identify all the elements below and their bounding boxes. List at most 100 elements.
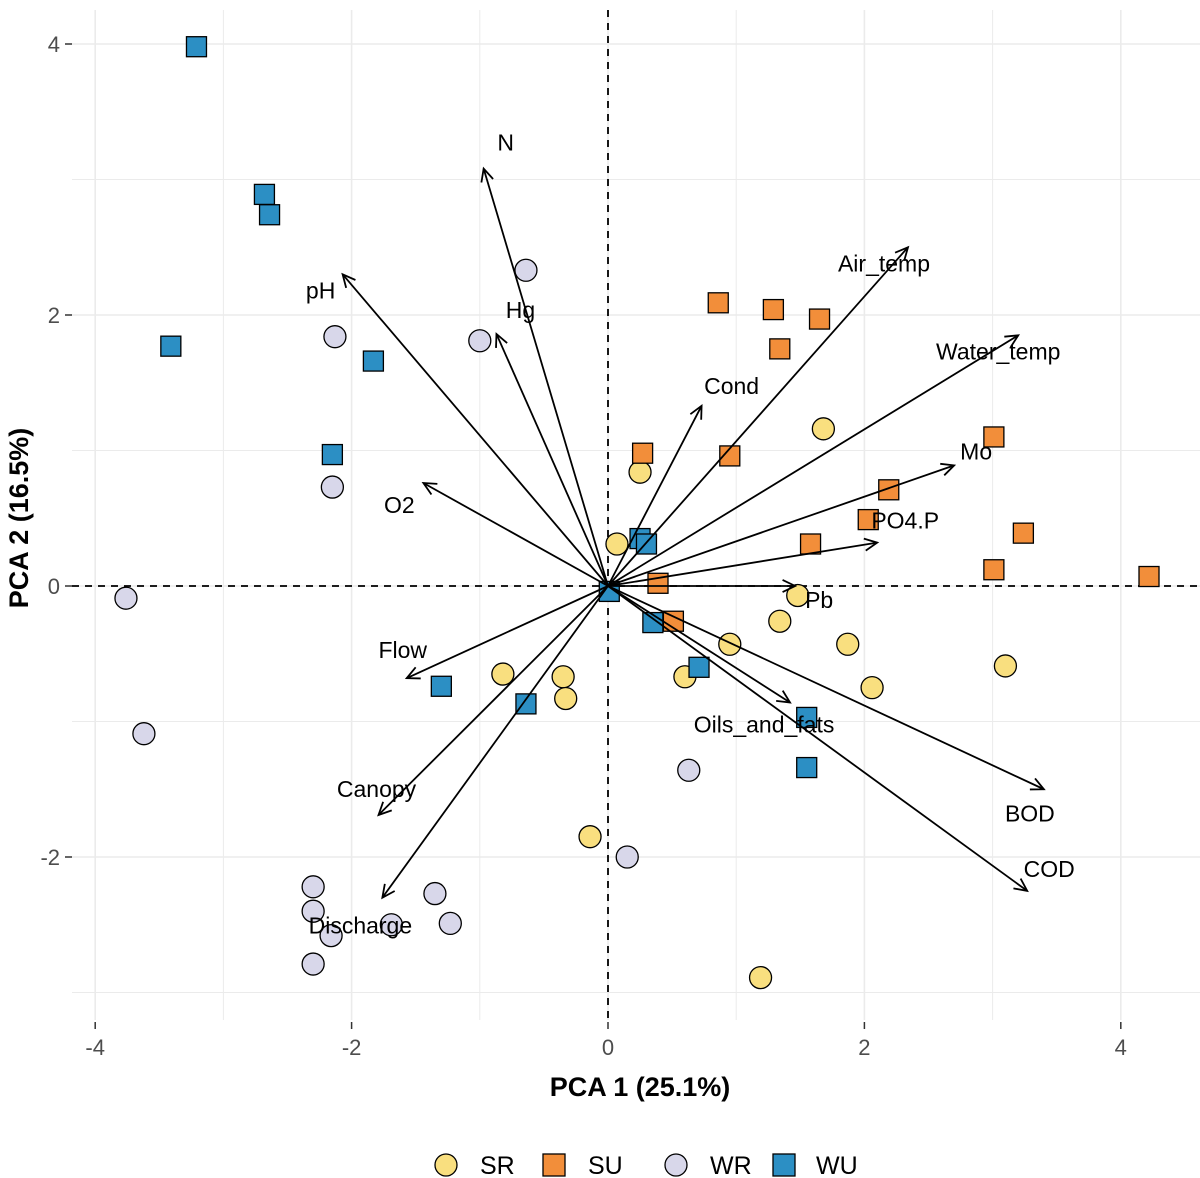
arrow-label: Hg bbox=[506, 297, 535, 323]
legend-label-su: SU bbox=[588, 1152, 623, 1178]
point-su bbox=[1012, 522, 1035, 544]
arrow-head bbox=[1029, 777, 1046, 791]
arrow-head bbox=[421, 482, 438, 495]
arrow-head bbox=[863, 537, 880, 552]
x-axis-title: PCA 1 (25.1%) bbox=[550, 1072, 731, 1102]
y-tick-label: 2 bbox=[48, 303, 60, 328]
legend-key-su bbox=[542, 1153, 566, 1177]
arrow-shaft bbox=[607, 334, 1019, 587]
point-su bbox=[769, 338, 791, 360]
legend-key-wu bbox=[772, 1153, 796, 1177]
point-su bbox=[762, 298, 785, 321]
loading-canopy: Canopy bbox=[337, 585, 609, 817]
loading-cond: Cond bbox=[607, 373, 759, 587]
arrow-shaft bbox=[607, 585, 791, 704]
arrow-shaft bbox=[607, 464, 955, 587]
y-tick-label: -2 bbox=[40, 845, 60, 870]
point-wr bbox=[615, 845, 639, 869]
loading-flow: Flow bbox=[378, 585, 609, 680]
point-su bbox=[983, 426, 1005, 448]
x-tick-label: -2 bbox=[342, 1035, 362, 1060]
loading-ph: pH bbox=[306, 272, 609, 587]
arrow-shaft bbox=[422, 482, 609, 587]
point-sr bbox=[748, 965, 773, 990]
arrow-label: Water_temp bbox=[936, 338, 1060, 364]
arrow-label: Air_temp bbox=[838, 250, 930, 276]
point-sr bbox=[860, 675, 884, 700]
arrow-shaft bbox=[381, 585, 609, 899]
point-wr bbox=[323, 325, 347, 349]
point-wr bbox=[438, 911, 462, 936]
loading-mo: Mo bbox=[607, 438, 992, 587]
arrow-head bbox=[404, 666, 421, 680]
point-wr bbox=[114, 586, 138, 610]
x-tick-label: 2 bbox=[858, 1035, 870, 1060]
arrow-label: COD bbox=[1024, 856, 1075, 882]
legend-label-sr: SR bbox=[480, 1152, 515, 1178]
arrow-head bbox=[940, 462, 957, 476]
x-tick-label: 0 bbox=[602, 1035, 614, 1060]
legend: SR SU WR WU bbox=[434, 1152, 858, 1178]
loading-po4-p: PO4.P bbox=[607, 508, 939, 587]
arrow-label: Pb bbox=[805, 587, 833, 613]
arrow-head bbox=[480, 166, 494, 183]
point-su bbox=[983, 559, 1005, 581]
point-wr bbox=[468, 329, 492, 353]
point-wr bbox=[301, 952, 325, 976]
arrow-shaft bbox=[607, 541, 878, 587]
y-axis-title: PCA 2 (16.5%) bbox=[4, 428, 34, 609]
point-wu bbox=[430, 675, 452, 697]
loading-oils-and-fats: Oils_and_fats bbox=[607, 585, 835, 738]
arrow-head bbox=[377, 801, 393, 817]
arrow-shaft bbox=[607, 246, 909, 587]
y-tick-label: 0 bbox=[48, 574, 60, 599]
point-wr bbox=[132, 722, 156, 746]
point-wr bbox=[423, 881, 447, 906]
legend-key-wr bbox=[664, 1153, 688, 1177]
point-sr bbox=[578, 825, 602, 849]
point-su bbox=[799, 533, 822, 555]
point-su bbox=[808, 308, 831, 330]
point-wu bbox=[688, 656, 710, 678]
point-sr bbox=[554, 686, 578, 711]
loading-discharge: Discharge bbox=[309, 585, 609, 939]
point-wr bbox=[514, 258, 538, 282]
point-wu bbox=[321, 443, 344, 466]
arrow-label: Discharge bbox=[309, 913, 413, 939]
point-sr bbox=[768, 609, 792, 633]
point-wr bbox=[301, 899, 325, 923]
arrow-shaft bbox=[607, 585, 1045, 791]
arrow-head bbox=[341, 272, 356, 289]
arrow-label: pH bbox=[306, 277, 335, 303]
point-sr bbox=[605, 532, 629, 556]
point-su bbox=[631, 442, 654, 464]
point-wu bbox=[796, 756, 818, 779]
point-su bbox=[719, 445, 741, 467]
loading-hg: Hg bbox=[495, 297, 609, 587]
point-sr bbox=[836, 632, 860, 656]
arrow-shaft bbox=[607, 585, 1028, 892]
loading-arrows: NpH Hg Cond Air_temp Water_temp Mo PO4.P Pb O2 Oi… bbox=[306, 130, 1075, 939]
loading-n: N bbox=[480, 130, 609, 587]
arrow-label: Oils_and_fats bbox=[694, 712, 835, 738]
point-wu bbox=[185, 36, 208, 58]
arrow-head bbox=[894, 245, 910, 261]
arrow-label: Mo bbox=[960, 438, 992, 464]
x-tick-label: 4 bbox=[1115, 1035, 1127, 1060]
loading-o2: O2 bbox=[384, 482, 609, 587]
point-sr bbox=[491, 662, 515, 686]
point-sr bbox=[811, 417, 836, 441]
arrow-shaft bbox=[482, 168, 609, 587]
point-wu bbox=[362, 350, 385, 372]
arrow-label: Canopy bbox=[337, 776, 417, 802]
loading-water-temp: Water_temp bbox=[607, 334, 1060, 587]
legend-key-sr bbox=[434, 1153, 458, 1177]
point-su bbox=[857, 508, 879, 531]
legend-label-wu: WU bbox=[816, 1152, 858, 1178]
legend-label-wr: WR bbox=[710, 1152, 752, 1178]
point-wr bbox=[379, 913, 403, 937]
arrow-label: Cond bbox=[704, 373, 759, 399]
arrow-label: N bbox=[497, 130, 514, 156]
arrow-label: BOD bbox=[1005, 800, 1055, 826]
point-wu bbox=[796, 706, 818, 729]
